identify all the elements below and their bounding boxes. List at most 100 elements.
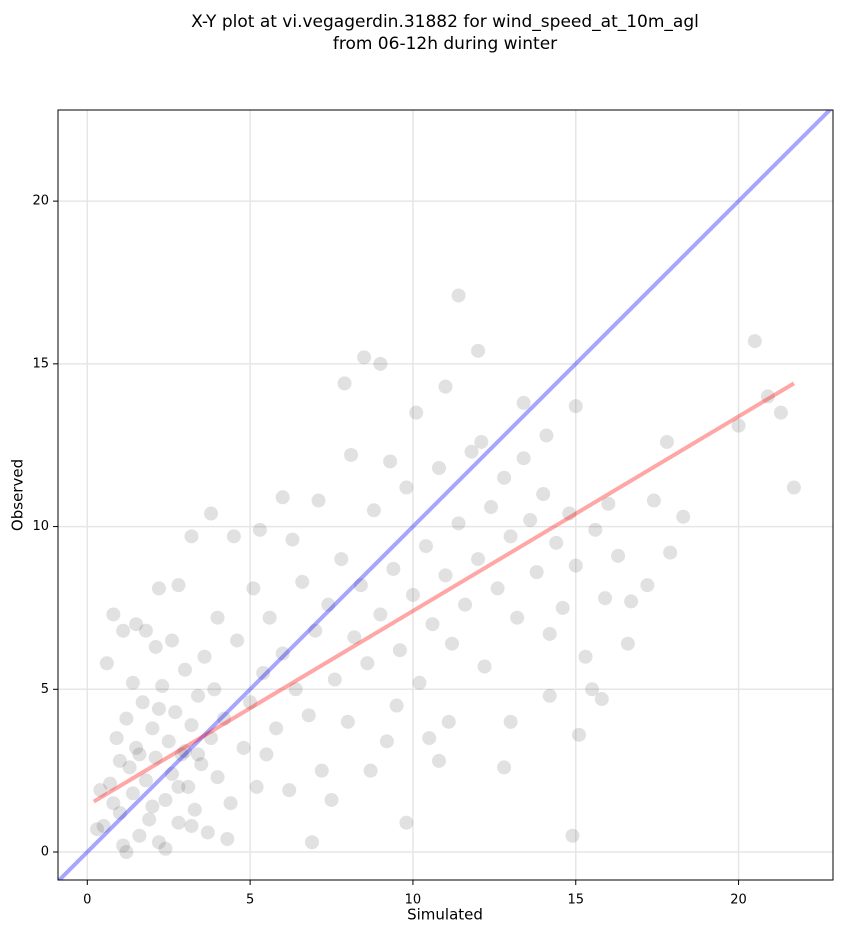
- scatter-point: [249, 779, 264, 794]
- scatter-point: [572, 727, 587, 742]
- scatter-point: [187, 802, 202, 817]
- scatter-point: [109, 731, 124, 746]
- scatter-point: [220, 831, 235, 846]
- scatter-point: [399, 815, 414, 830]
- scatter-point: [207, 682, 222, 697]
- scatter-point: [542, 626, 557, 641]
- scatter-point: [445, 636, 460, 651]
- grid: [58, 110, 833, 880]
- scatter-point: [659, 434, 674, 449]
- plot-area: [58, 110, 833, 880]
- scatter-point: [373, 356, 388, 371]
- scatter-point: [594, 692, 609, 707]
- scatter-point: [383, 454, 398, 469]
- scatter-point: [311, 493, 326, 508]
- scatter-point: [217, 711, 232, 726]
- scatter-point: [640, 578, 655, 593]
- scatter-point: [773, 405, 788, 420]
- scatter-point: [99, 656, 114, 671]
- scatter-point: [103, 776, 118, 791]
- scatter-point: [145, 721, 160, 736]
- chart-title: X-Y plot at vi.vegagerdin.31882 for wind…: [191, 12, 699, 32]
- x-tick-label: 5: [246, 893, 254, 908]
- x-tick-label: 15: [567, 893, 584, 908]
- scatter-point: [347, 630, 362, 645]
- scatter-point: [471, 552, 486, 567]
- scatter-point: [497, 470, 512, 485]
- scatter-point: [158, 792, 173, 807]
- scatter-point: [471, 343, 486, 358]
- y-axis-label: Observed: [9, 459, 27, 531]
- scatter-point: [578, 649, 593, 664]
- scatter-point: [344, 447, 359, 462]
- axes-frame: [57, 109, 834, 881]
- scatter-point: [142, 812, 157, 827]
- scatter-point: [308, 623, 323, 638]
- scatter-point: [464, 444, 479, 459]
- scatter-point: [360, 656, 375, 671]
- scatter-point: [431, 460, 446, 475]
- scatter-point: [112, 753, 127, 768]
- scatter-point: [497, 760, 512, 775]
- scatter-point: [135, 695, 150, 710]
- scatter-point: [363, 763, 378, 778]
- scatter-point: [405, 587, 420, 602]
- scatter-point: [269, 721, 284, 736]
- scatter-point: [539, 428, 554, 443]
- scatter-point: [223, 796, 238, 811]
- scatter-point: [191, 747, 206, 762]
- scatter-point: [204, 506, 219, 521]
- scatter-point: [516, 451, 531, 466]
- scatter-point: [194, 757, 209, 772]
- scatter-point: [337, 376, 352, 391]
- fit-line: [58, 110, 833, 880]
- scatter-point: [138, 773, 153, 788]
- y-tick-label: 20: [32, 194, 49, 209]
- scatter-point: [624, 594, 639, 609]
- scatter-point: [243, 695, 258, 710]
- scatter-point: [200, 825, 215, 840]
- scatter-point: [181, 779, 196, 794]
- scatter-point: [663, 545, 678, 560]
- scatter-point: [171, 815, 186, 830]
- scatter-point: [122, 760, 137, 775]
- scatter-point: [601, 496, 616, 511]
- scatter-point: [184, 529, 199, 544]
- scatter-point: [389, 698, 404, 713]
- y-tick-label: 5: [41, 682, 49, 697]
- scatter-point: [295, 574, 310, 589]
- scatter-point: [210, 610, 225, 625]
- scatter-point: [412, 675, 427, 690]
- scatter-point: [441, 714, 456, 729]
- scatter-point: [747, 334, 762, 349]
- scatter-point: [585, 682, 600, 697]
- scatter-point: [353, 578, 368, 593]
- scatter-point: [314, 763, 329, 778]
- scatter-point: [646, 493, 661, 508]
- scatter-point: [226, 529, 241, 544]
- scatter-point: [116, 623, 131, 638]
- scatter-point: [204, 731, 219, 746]
- scatter-point: [451, 516, 466, 531]
- scatter-point: [321, 597, 336, 612]
- scatter-point: [282, 783, 297, 798]
- scatter-point: [116, 838, 131, 853]
- scatter-point: [731, 418, 746, 433]
- scatter-point: [676, 509, 691, 524]
- scatter-point: [236, 740, 251, 755]
- scatter-point: [145, 799, 160, 814]
- scatter-point: [366, 503, 381, 518]
- scatter-point: [164, 766, 179, 781]
- scatter-point: [438, 379, 453, 394]
- scatter-point: [275, 646, 290, 661]
- scatter-point: [132, 747, 147, 762]
- scatter-point: [259, 747, 274, 762]
- scatter-point: [422, 731, 437, 746]
- scatter-point: [760, 389, 775, 404]
- scatter-point: [168, 705, 183, 720]
- scatter-point: [252, 522, 267, 537]
- scatter-point: [418, 539, 433, 554]
- scatter-point: [611, 548, 626, 563]
- scatter-point: [588, 522, 603, 537]
